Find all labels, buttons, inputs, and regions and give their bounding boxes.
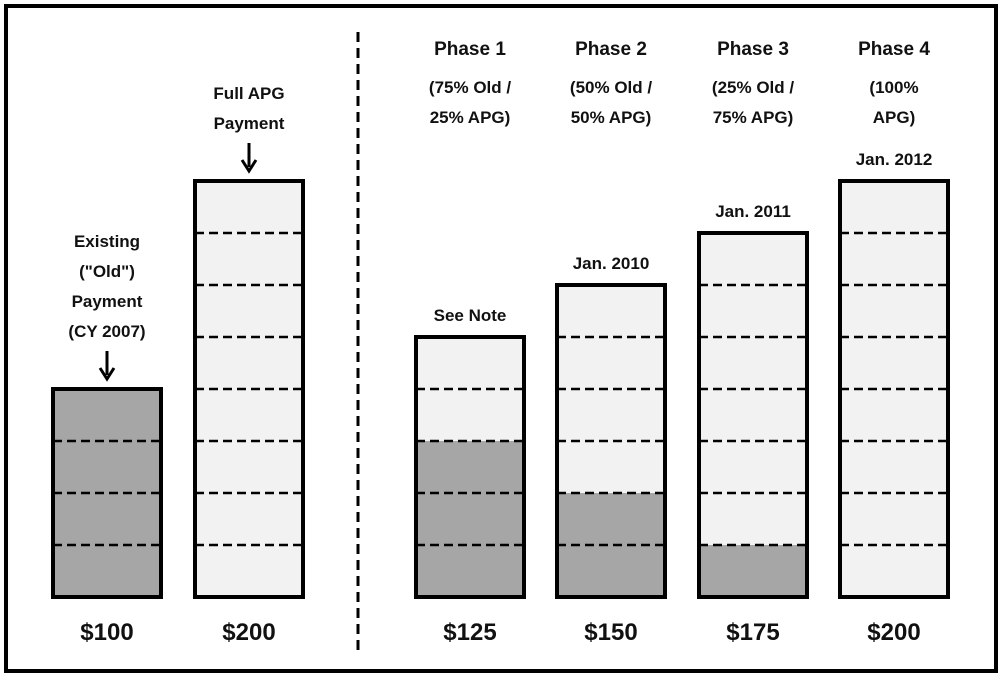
bar-outline — [193, 179, 305, 599]
phase-mix: (100% — [869, 78, 918, 97]
bar-3 — [414, 335, 526, 599]
phase-title: Phase 3 — [717, 39, 789, 60]
date-label: Jan. 2010 — [573, 254, 650, 273]
bar-annotation: (CY 2007) — [68, 322, 145, 341]
bar-annotation: Existing — [74, 232, 140, 251]
date-label: Jan. 2011 — [715, 202, 791, 221]
bar-outline — [838, 179, 950, 599]
bar-annotation: Payment — [72, 292, 143, 311]
phase-mix: (50% Old / — [570, 78, 652, 97]
arrow-head-icon — [98, 367, 116, 382]
phase-mix: APG) — [873, 108, 916, 127]
phase-mix: (25% Old / — [712, 78, 794, 97]
phase-mix: 75% APG) — [713, 108, 794, 127]
bar-annotation: Full APG — [213, 84, 284, 103]
bar-annotation: ("Old") — [79, 262, 135, 281]
value-label: $100 — [80, 619, 133, 646]
bar-1 — [51, 387, 163, 599]
bar-6 — [838, 179, 950, 599]
value-label: $125 — [443, 619, 496, 646]
bar-outline — [51, 387, 163, 599]
old-portion — [416, 441, 524, 597]
arrow-head-icon — [240, 159, 258, 174]
bar-outline — [697, 231, 809, 599]
value-label: $150 — [584, 619, 637, 646]
value-label: $200 — [222, 619, 275, 646]
phase-mix: 25% APG) — [430, 108, 511, 127]
value-label: $175 — [726, 619, 779, 646]
value-label: $200 — [867, 619, 920, 646]
bar-5 — [697, 231, 809, 599]
phase-title: Phase 2 — [575, 39, 647, 60]
bar-annotation: Payment — [214, 114, 285, 133]
date-label: See Note — [434, 306, 507, 325]
phase-title: Phase 1 — [434, 39, 506, 60]
bar-outline — [414, 335, 526, 599]
date-label: Jan. 2012 — [856, 150, 933, 169]
bar-outline — [555, 283, 667, 599]
old-portion — [699, 545, 807, 597]
phase-mix: (75% Old / — [429, 78, 511, 97]
phase-mix: 50% APG) — [571, 108, 652, 127]
bar-2 — [193, 179, 305, 599]
phase-title: Phase 4 — [858, 39, 930, 60]
bar-4 — [555, 283, 667, 599]
